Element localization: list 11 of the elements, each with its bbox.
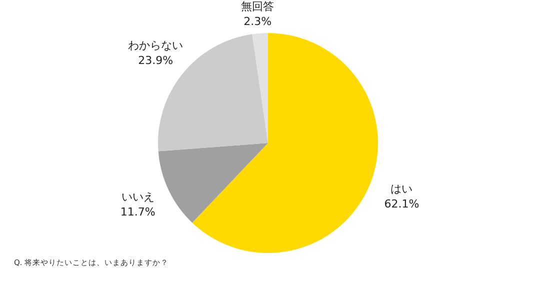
slice-label: わからない [128, 38, 184, 52]
pie-slice [252, 33, 268, 143]
slice-label: 無回答 [241, 0, 274, 13]
slice-label: はい [390, 182, 413, 196]
pie-slice [192, 33, 378, 253]
data-label: 11.7% [120, 206, 156, 219]
data-label: 2.3% [244, 15, 272, 28]
pie-slice [158, 143, 268, 223]
data-label: 62.1% [384, 197, 420, 210]
data-label: 23.9% [138, 54, 174, 67]
slice-label: いいえ [121, 190, 154, 204]
